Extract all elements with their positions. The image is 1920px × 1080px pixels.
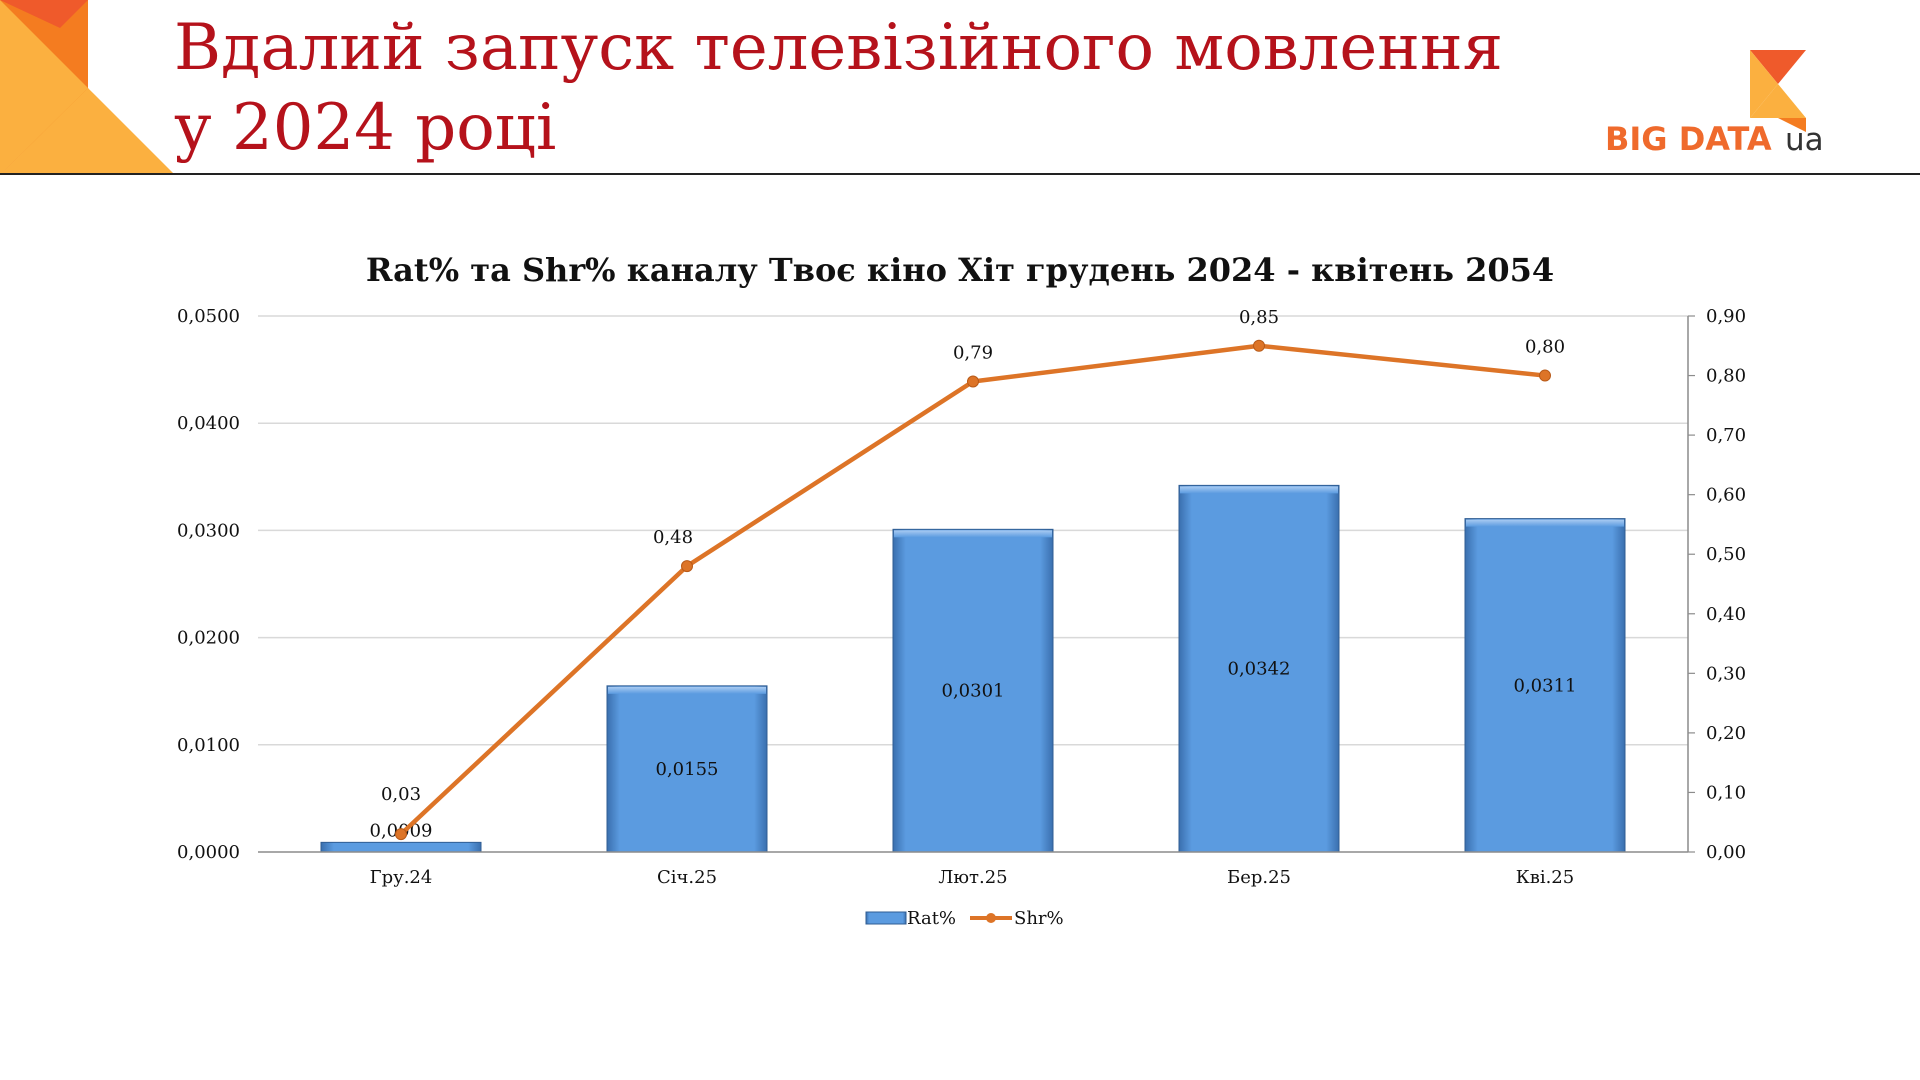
big-data-logo: BIG DATA ua — [1605, 44, 1835, 160]
y-left-tick-label: 0,0200 — [177, 628, 240, 649]
shr-point — [681, 560, 693, 573]
logo-suffix: ua — [1785, 122, 1824, 158]
shr-value-label: 0,80 — [1525, 337, 1565, 358]
x-tick-label: Кві.25 — [1516, 867, 1574, 888]
logo-text: BIG DATA — [1605, 120, 1772, 158]
y-right-tick-label: 0,50 — [1706, 544, 1746, 565]
bar-bevel — [608, 686, 766, 694]
slide-title-line1: Вдалий запуск телевізійного мовлення — [174, 11, 1503, 85]
chart-title: Rat% та Shr% каналу Твоє кіно Хіт груден… — [366, 251, 1554, 289]
shr-value-label: 0,48 — [653, 527, 693, 548]
legend-rat-label: Rat% — [907, 908, 956, 929]
x-tick-label: Гру.24 — [370, 867, 433, 888]
legend-rat-swatch — [865, 911, 907, 925]
y-left-tick-label: 0,0500 — [177, 306, 240, 327]
bar-bevel — [894, 530, 1052, 538]
y-right-tick-label: 0,70 — [1706, 425, 1746, 446]
corner-white-cut — [88, 0, 180, 175]
shr-point — [395, 828, 407, 841]
bar — [1464, 518, 1626, 853]
y-left-tick-label: 0,0400 — [177, 413, 240, 434]
bar-bevel — [1466, 519, 1624, 527]
y-right-tick-label: 0,10 — [1706, 782, 1746, 803]
chart-legend: Rat% Shr% — [865, 908, 1064, 929]
shr-value-label: 0,85 — [1239, 307, 1279, 328]
bar-value-label: 0,0301 — [942, 681, 1005, 702]
corner-red-tip — [0, 0, 88, 28]
legend-shr-label: Shr% — [1014, 908, 1064, 929]
header-divider — [0, 173, 1920, 175]
shr-value-label: 0,03 — [381, 784, 421, 805]
bar-bevel — [1180, 486, 1338, 494]
shr-point — [967, 375, 979, 388]
x-tick-label: Лют.25 — [938, 867, 1007, 888]
logo-mark-icon — [1750, 50, 1806, 132]
y-right-tick-label: 0,30 — [1706, 663, 1746, 684]
bar — [1178, 484, 1340, 853]
y-right-tick-label: 0,00 — [1706, 842, 1746, 863]
line-series: 0,03 0,48 0,79 0,85 0,80 — [381, 307, 1565, 841]
x-tick-label: Січ.25 — [657, 867, 717, 888]
slide-title-line2: у 2024 році — [174, 91, 557, 165]
bar-value-label: 0,0342 — [1228, 659, 1291, 680]
shr-point — [1539, 369, 1551, 382]
shr-point — [1253, 339, 1265, 352]
y-right-tick-label: 0,90 — [1706, 306, 1746, 327]
corner-yellow-bottom — [0, 88, 175, 175]
y-right-tick-label: 0,60 — [1706, 485, 1746, 506]
corner-yellow-left — [0, 0, 88, 175]
bar — [606, 685, 768, 853]
bar-value-label: 0,0155 — [656, 759, 719, 780]
y-right-tick-label: 0,40 — [1706, 604, 1746, 625]
legend-shr-marker — [986, 913, 996, 923]
chart-axes: 0,0000 0,0100 0,0200 0,0300 0,0400 0,0500 0,00… — [177, 306, 1746, 888]
y-right-tick-label: 0,80 — [1706, 366, 1746, 387]
shr-value-label: 0,79 — [953, 343, 993, 364]
bar — [320, 841, 482, 853]
corner-decoration — [0, 0, 180, 175]
bar-value-label: 0,0311 — [1514, 675, 1577, 696]
x-tick-label: Бер.25 — [1227, 867, 1291, 888]
y-left-tick-label: 0,0000 — [177, 842, 240, 863]
y-right-tick-label: 0,20 — [1706, 723, 1746, 744]
y-left-tick-label: 0,0300 — [177, 520, 240, 541]
y-left-tick-label: 0,0100 — [177, 735, 240, 756]
slide-title: Вдалий запуск телевізійного мовлення у 2… — [174, 8, 1503, 168]
